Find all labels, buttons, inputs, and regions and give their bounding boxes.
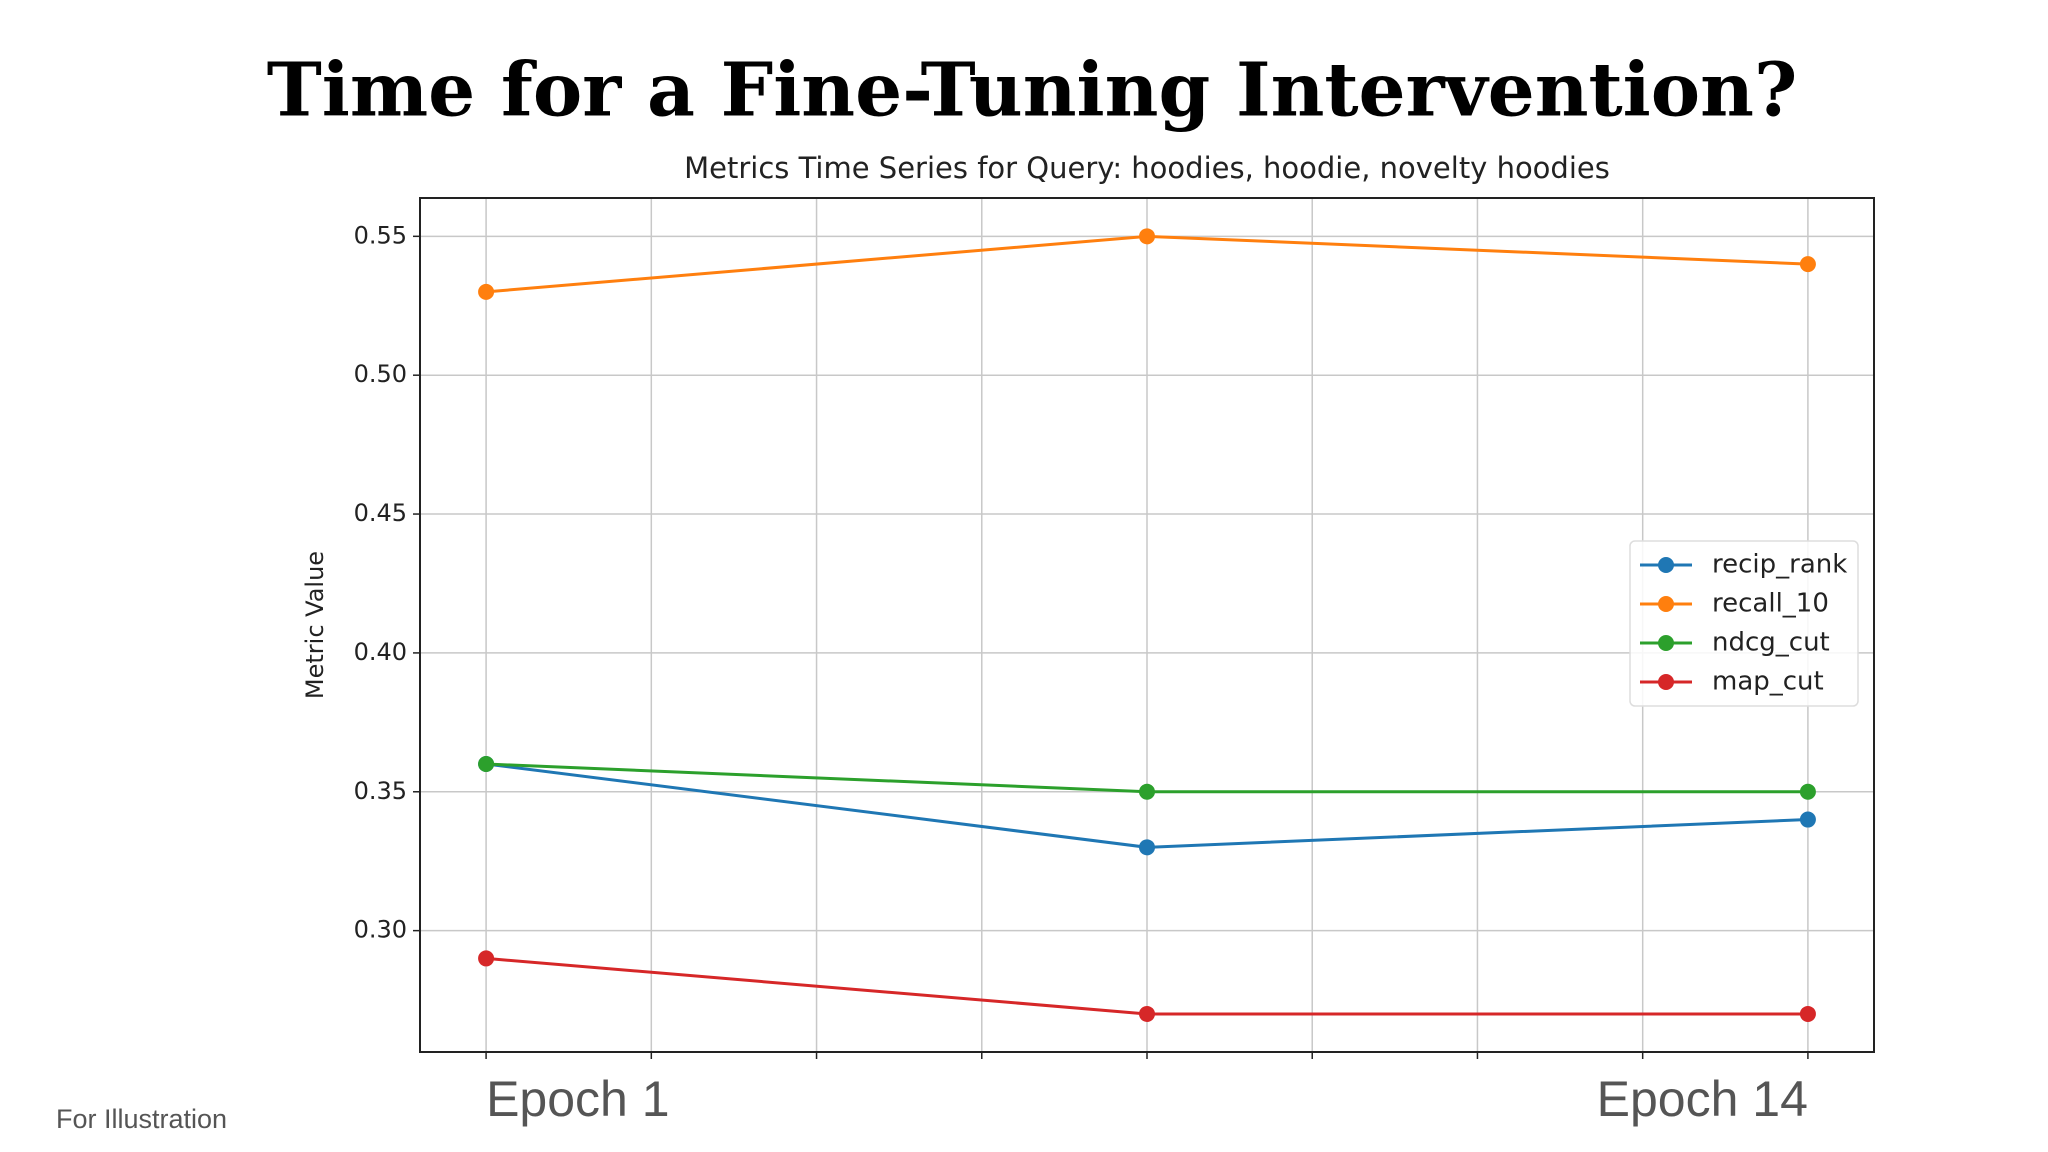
plot-frame [419,197,1875,1053]
y-tick-label: 0.30 [354,916,407,944]
legend-marker [1658,635,1674,651]
y-axis-label: Metric Value [301,551,329,699]
legend-label: recip_rank [1712,550,1847,580]
legend-label: recall_10 [1712,589,1829,619]
y-tick-label: 0.35 [354,777,407,805]
footnote: For Illustration [56,1104,227,1134]
legend-label: ndcg_cut [1712,628,1830,658]
data-point [478,283,495,300]
legend-marker [1658,596,1674,612]
legend-label: map_cut [1712,667,1824,697]
data-point [1139,839,1155,856]
chart-title: Metrics Time Series for Query: hoodies, … [684,151,1610,185]
data-point [1799,1005,1816,1022]
legend-box [1629,540,1859,707]
y-tick-label: 0.40 [354,638,407,666]
slide-title: Time for a Fine-Tuning Intervention? [267,48,1798,134]
data-point [1799,256,1816,273]
data-point [478,950,495,967]
y-tick-label: 0.45 [354,499,407,527]
legend-marker [1658,674,1674,690]
data-point [1139,1005,1155,1022]
y-tick-label: 0.50 [354,360,407,388]
legend-marker [1658,557,1674,573]
x-annotation: Epoch 1 [486,1071,669,1127]
data-point [1139,783,1155,800]
data-point [1139,228,1155,245]
data-point [1799,811,1816,828]
data-point [478,756,495,773]
data-point [1799,783,1816,800]
x-annotation: Epoch 14 [1597,1071,1808,1127]
y-tick-label: 0.55 [354,221,407,249]
